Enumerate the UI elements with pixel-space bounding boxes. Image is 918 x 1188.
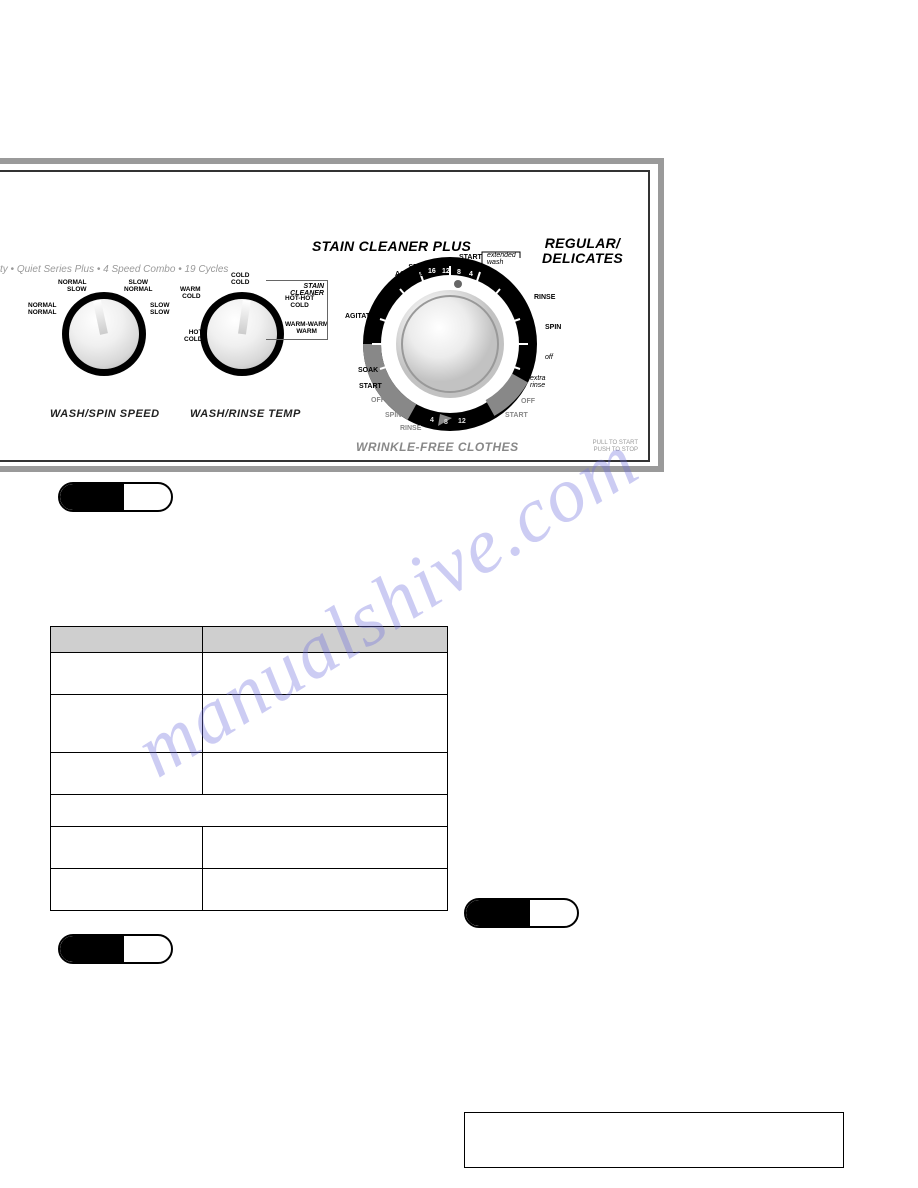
table-header-row [51,627,448,653]
dial-num-8b: 8 [444,419,448,426]
dial-off-left: OFF [371,397,385,404]
control-panel: ty • Quiet Series Plus • 4 Speed Combo •… [0,170,650,462]
panel-subtitle: ty • Quiet Series Plus • 4 Speed Combo •… [0,264,228,275]
knob1-label-tr: SLOWNORMAL [124,280,153,294]
wash-spin-speed-knob[interactable] [62,292,146,376]
table-row-span [51,795,448,827]
extended-wash-bracket [480,248,530,268]
dial-num-16: 16 [428,268,436,275]
dial-spin-bottom: SPIN [385,412,401,419]
push-stop-line2: PUSH TO STOP [593,447,638,454]
table-row [51,869,448,911]
stain-cleaner-box: STAIN CLEANER [266,280,328,340]
dial-spin-agitate: SPINAGITATE [395,264,425,279]
dial-soak: SOAK [358,367,378,374]
knob1-label-ml: NORMALNORMAL [28,303,57,317]
stain-cleaner-plus-heading: STAIN CLEANER PLUS [312,238,471,254]
dial-start-br: START [505,412,528,419]
dial-num-12b: 12 [458,418,466,425]
knob2-label-tl: WARMCOLD [180,287,201,301]
delicates-line2: DELICATES [542,250,623,266]
dial-num-8t: 8 [457,269,461,276]
knob1-title: WASH/SPIN SPEED [50,408,160,420]
step-pill-2 [58,934,173,964]
table-row [51,653,448,695]
knob1-label-tl: NORMALSLOW [58,280,87,294]
cycle-dial[interactable] [360,254,540,434]
dial-spin-right: SPIN [545,324,561,331]
knob2-label-top: COLDCOLD [231,273,249,287]
pull-to-start-text: PULL TO START PUSH TO STOP [593,440,638,454]
dial-start-left: START [359,383,382,390]
wrinkle-free-heading: WRINKLE-FREE CLOTHES [356,440,519,454]
knob2-label-bl: HOTCOLD [184,330,202,344]
pull-start-line1: PULL TO START [593,440,638,447]
step-pill-3 [464,898,579,928]
dial-agitate: AGITATE [345,313,375,320]
knob1-label-mr: SLOWSLOW [150,303,170,317]
dial-rinse-bottom: RINSE [400,425,421,432]
regular-line1: REGULAR/ [545,235,621,251]
table-header-2 [203,627,448,653]
table-header-1 [51,627,203,653]
dial-num-4b: 4 [430,417,434,424]
regular-delicates-heading: REGULAR/ DELICATES [542,236,623,265]
dial-off-br: OFF [521,398,535,405]
dial-start-top: START [459,254,482,261]
dial-off-right: off [545,354,553,361]
dial-num-4t: 4 [469,271,473,278]
dial-extra-rinse: extrarinse [530,375,546,390]
knob2-title: WASH/RINSE TEMP [190,408,301,420]
step-pill-1 [58,482,173,512]
table-row [51,753,448,795]
note-box [464,1112,844,1168]
control-panel-frame: ty • Quiet Series Plus • 4 Speed Combo •… [0,158,664,472]
stain-cleaner-text: STAIN CLEANER [290,283,324,297]
table-row [51,695,448,753]
dial-rinse-right: RINSE [534,294,555,301]
settings-table [50,626,448,911]
dial-num-12t: 12 [442,268,450,275]
table-row [51,827,448,869]
